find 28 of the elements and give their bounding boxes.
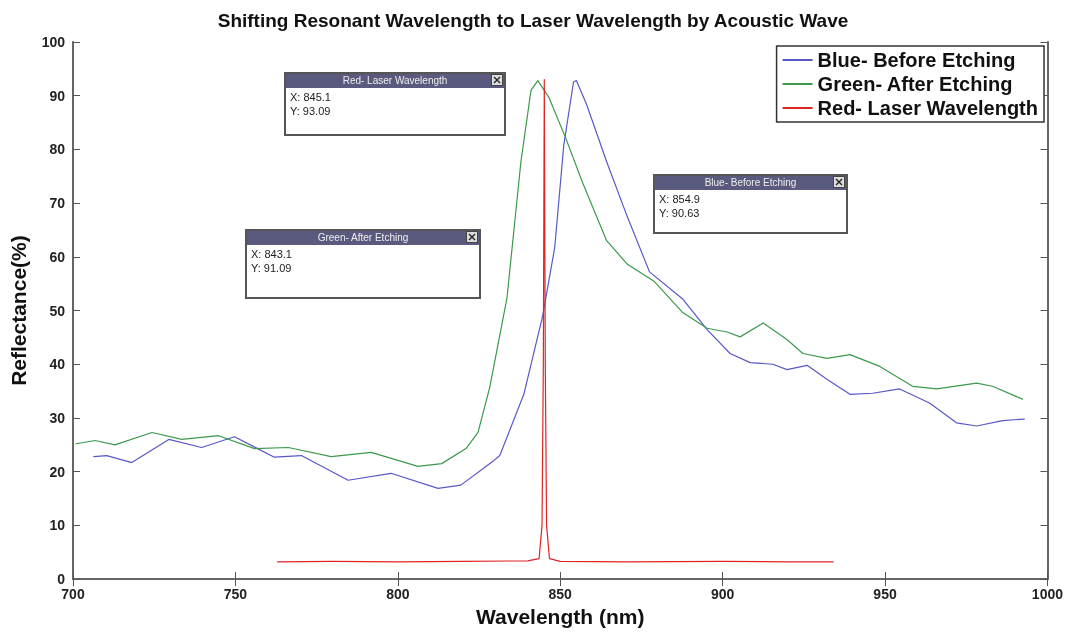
y-tick-label: 50 bbox=[49, 302, 66, 319]
datatip-panel: Red- Laser Wavelength X: 845.1 Y: 93.09 bbox=[284, 72, 506, 136]
legend-label: Blue- Before Etching bbox=[817, 49, 1016, 71]
x-tick-label: 700 bbox=[61, 586, 85, 603]
y-tick-label: 0 bbox=[57, 571, 66, 588]
chart-title: Shifting Resonant Wavelength to Laser Wavelength by Acoustic Wave bbox=[217, 10, 849, 31]
annotation: Blue- Before Etching X: 854.9 Y: 90.63 bbox=[658, 176, 798, 220]
y-axis-title: Reflectance(%) bbox=[7, 235, 30, 386]
x-tick-label: 950 bbox=[873, 586, 897, 603]
y-tick-label: 70 bbox=[49, 195, 66, 212]
legend-label: Green- After Etching bbox=[817, 73, 1013, 95]
legend-label: Red- Laser Wavelength bbox=[817, 97, 1038, 119]
x-axis-title: Wavelength (nm) bbox=[476, 605, 645, 628]
x-tick-label: 850 bbox=[548, 586, 573, 603]
datatip-panel: Green- After Etching X: 843.1 Y: 91.09 bbox=[245, 229, 481, 299]
y-tick-label: 40 bbox=[49, 356, 66, 373]
x-tick-label: 800 bbox=[386, 586, 410, 603]
datatip-panel: Blue- Before Etching X: 854.9 Y: 90.63 bbox=[653, 174, 848, 234]
y-tick-label: 20 bbox=[49, 463, 66, 480]
y-tick-label: 80 bbox=[49, 141, 66, 158]
y-tick-label: 10 bbox=[49, 517, 66, 534]
y-tick-label: 90 bbox=[49, 87, 66, 104]
y-tick-label: 30 bbox=[49, 409, 66, 426]
x-tick-label: 750 bbox=[223, 586, 248, 603]
x-tick-label: 900 bbox=[710, 586, 735, 603]
y-tick-label: 100 bbox=[41, 34, 66, 50]
x-tick-label: 1000 bbox=[1031, 586, 1064, 603]
y-tick-label: 60 bbox=[49, 248, 66, 265]
